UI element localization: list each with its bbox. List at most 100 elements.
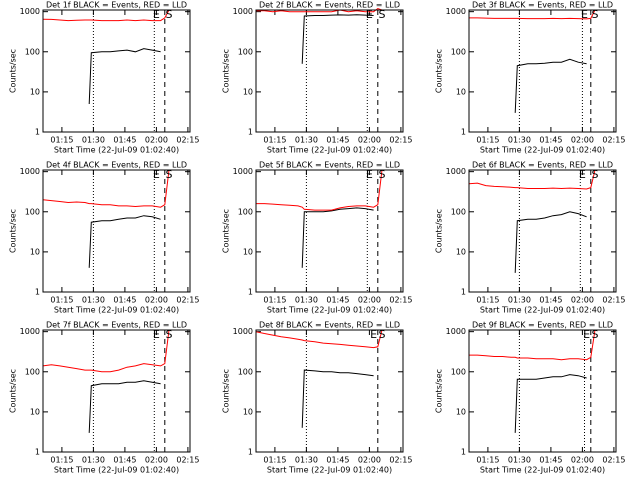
- data-line: [469, 9, 596, 20]
- x-tick-label: 01:30: [508, 456, 531, 465]
- y-tick-label: 1000: [233, 327, 253, 336]
- data-line: [301, 207, 374, 268]
- x-tick-label: 02:00: [145, 456, 168, 465]
- y-axis-label: Counts/sec: [9, 369, 18, 413]
- y-tick-label: 10: [30, 407, 40, 416]
- x-tick-label: 01:15: [263, 456, 286, 465]
- x-tick-label: 01:15: [263, 136, 286, 145]
- y-axis-label: Counts/sec: [435, 369, 444, 413]
- y-tick-label: 1000: [446, 7, 466, 16]
- y-tick-label: 1: [461, 288, 466, 297]
- data-line: [256, 169, 383, 211]
- x-tick-label: 02:15: [176, 296, 199, 305]
- x-tick-label: 01:15: [50, 136, 73, 145]
- y-tick-label: 1: [248, 128, 253, 137]
- y-tick-label: 100: [238, 47, 253, 56]
- y-tick-label: 1: [248, 288, 253, 297]
- x-tick-label: 02:00: [571, 456, 594, 465]
- x-tick-label: 02:15: [176, 136, 199, 145]
- x-tick-label: 01:30: [295, 136, 318, 145]
- y-axis-label: Counts/sec: [222, 209, 231, 253]
- plot-frame: [468, 9, 617, 133]
- data-line: [514, 58, 587, 113]
- x-tick-label: 02:00: [358, 456, 381, 465]
- y-tick-label: 100: [451, 47, 466, 56]
- data-line: [514, 374, 587, 433]
- plot-frame: [42, 169, 191, 293]
- y-axis-label: Counts/sec: [435, 49, 444, 93]
- y-tick-label: 10: [243, 407, 253, 416]
- y-axis-label: Counts/sec: [222, 49, 231, 93]
- annotation: S: [379, 328, 386, 341]
- x-tick-label: 02:00: [358, 296, 381, 305]
- x-tick-label: 01:45: [113, 136, 136, 145]
- data-line: [468, 169, 596, 190]
- data-line: [301, 369, 374, 428]
- plot-frame: [255, 169, 404, 293]
- annotation: S: [166, 8, 173, 21]
- y-tick-label: 10: [456, 407, 466, 416]
- y-tick-label: 1: [35, 128, 40, 137]
- x-tick-label: 01:15: [50, 296, 73, 305]
- plot-frame: [42, 9, 191, 133]
- y-tick-label: 1: [35, 288, 40, 297]
- x-tick-label: 02:00: [145, 136, 168, 145]
- annotation: E: [581, 8, 588, 21]
- x-tick-label: 01:45: [539, 296, 562, 305]
- x-tick-label: 02:15: [389, 136, 412, 145]
- annotation: E: [370, 328, 377, 341]
- y-tick-label: 100: [25, 367, 40, 376]
- data-line: [42, 9, 170, 22]
- y-tick-label: 1000: [446, 167, 466, 176]
- x-tick-label: 01:30: [295, 456, 318, 465]
- y-tick-label: 1000: [20, 167, 40, 176]
- data-line: [301, 14, 374, 64]
- x-tick-label: 02:00: [571, 136, 594, 145]
- y-tick-label: 100: [25, 207, 40, 216]
- y-axis-label: Counts/sec: [435, 209, 444, 253]
- data-line: [255, 329, 383, 349]
- x-tick-label: 02:00: [358, 136, 381, 145]
- data-line: [88, 380, 161, 433]
- y-tick-label: 100: [25, 47, 40, 56]
- annotation: S: [379, 8, 386, 21]
- y-axis-label: Counts/sec: [9, 49, 18, 93]
- x-tick-label: 01:30: [82, 296, 105, 305]
- x-tick-label: 01:15: [476, 456, 499, 465]
- x-tick-label: 01:45: [113, 296, 136, 305]
- annotation: S: [592, 168, 599, 181]
- y-tick-label: 10: [243, 247, 253, 256]
- x-tick-label: 01:45: [326, 296, 349, 305]
- chart-title: Det 8f BLACK = Events, RED = LLD: [259, 321, 400, 330]
- plot-frame: [468, 169, 617, 293]
- annotation: S: [166, 328, 173, 341]
- plot-frame: [42, 329, 191, 453]
- x-axis-label: Start Time (22-Jul-09 01:02:40): [480, 146, 605, 155]
- data-line: [469, 329, 596, 361]
- y-tick-label: 10: [30, 87, 40, 96]
- data-line: [42, 169, 170, 208]
- y-tick-label: 100: [238, 207, 253, 216]
- x-axis-label: Start Time (22-Jul-09 01:02:40): [54, 306, 179, 315]
- chart-title: Det 2f BLACK = Events, RED = LLD: [259, 1, 400, 10]
- x-axis-label: Start Time (22-Jul-09 01:02:40): [267, 146, 392, 155]
- annotation: S: [166, 168, 173, 181]
- data-line: [256, 7, 383, 13]
- annotation: S: [592, 8, 599, 21]
- x-tick-label: 01:45: [326, 136, 349, 145]
- y-tick-label: 1000: [233, 167, 253, 176]
- y-tick-label: 1000: [446, 327, 466, 336]
- plot-frame: [468, 329, 617, 453]
- y-axis-label: Counts/sec: [9, 209, 18, 253]
- annotation: E: [153, 168, 160, 181]
- chart-title: Det 5f BLACK = Events, RED = LLD: [259, 161, 400, 170]
- y-tick-label: 100: [238, 367, 253, 376]
- x-tick-label: 02:15: [602, 456, 625, 465]
- x-tick-label: 02:15: [176, 456, 199, 465]
- x-tick-label: 02:15: [389, 296, 412, 305]
- data-line: [514, 211, 587, 273]
- plot-frame: [255, 329, 404, 453]
- y-axis-label: Counts/sec: [222, 369, 231, 413]
- y-tick-label: 1: [461, 128, 466, 137]
